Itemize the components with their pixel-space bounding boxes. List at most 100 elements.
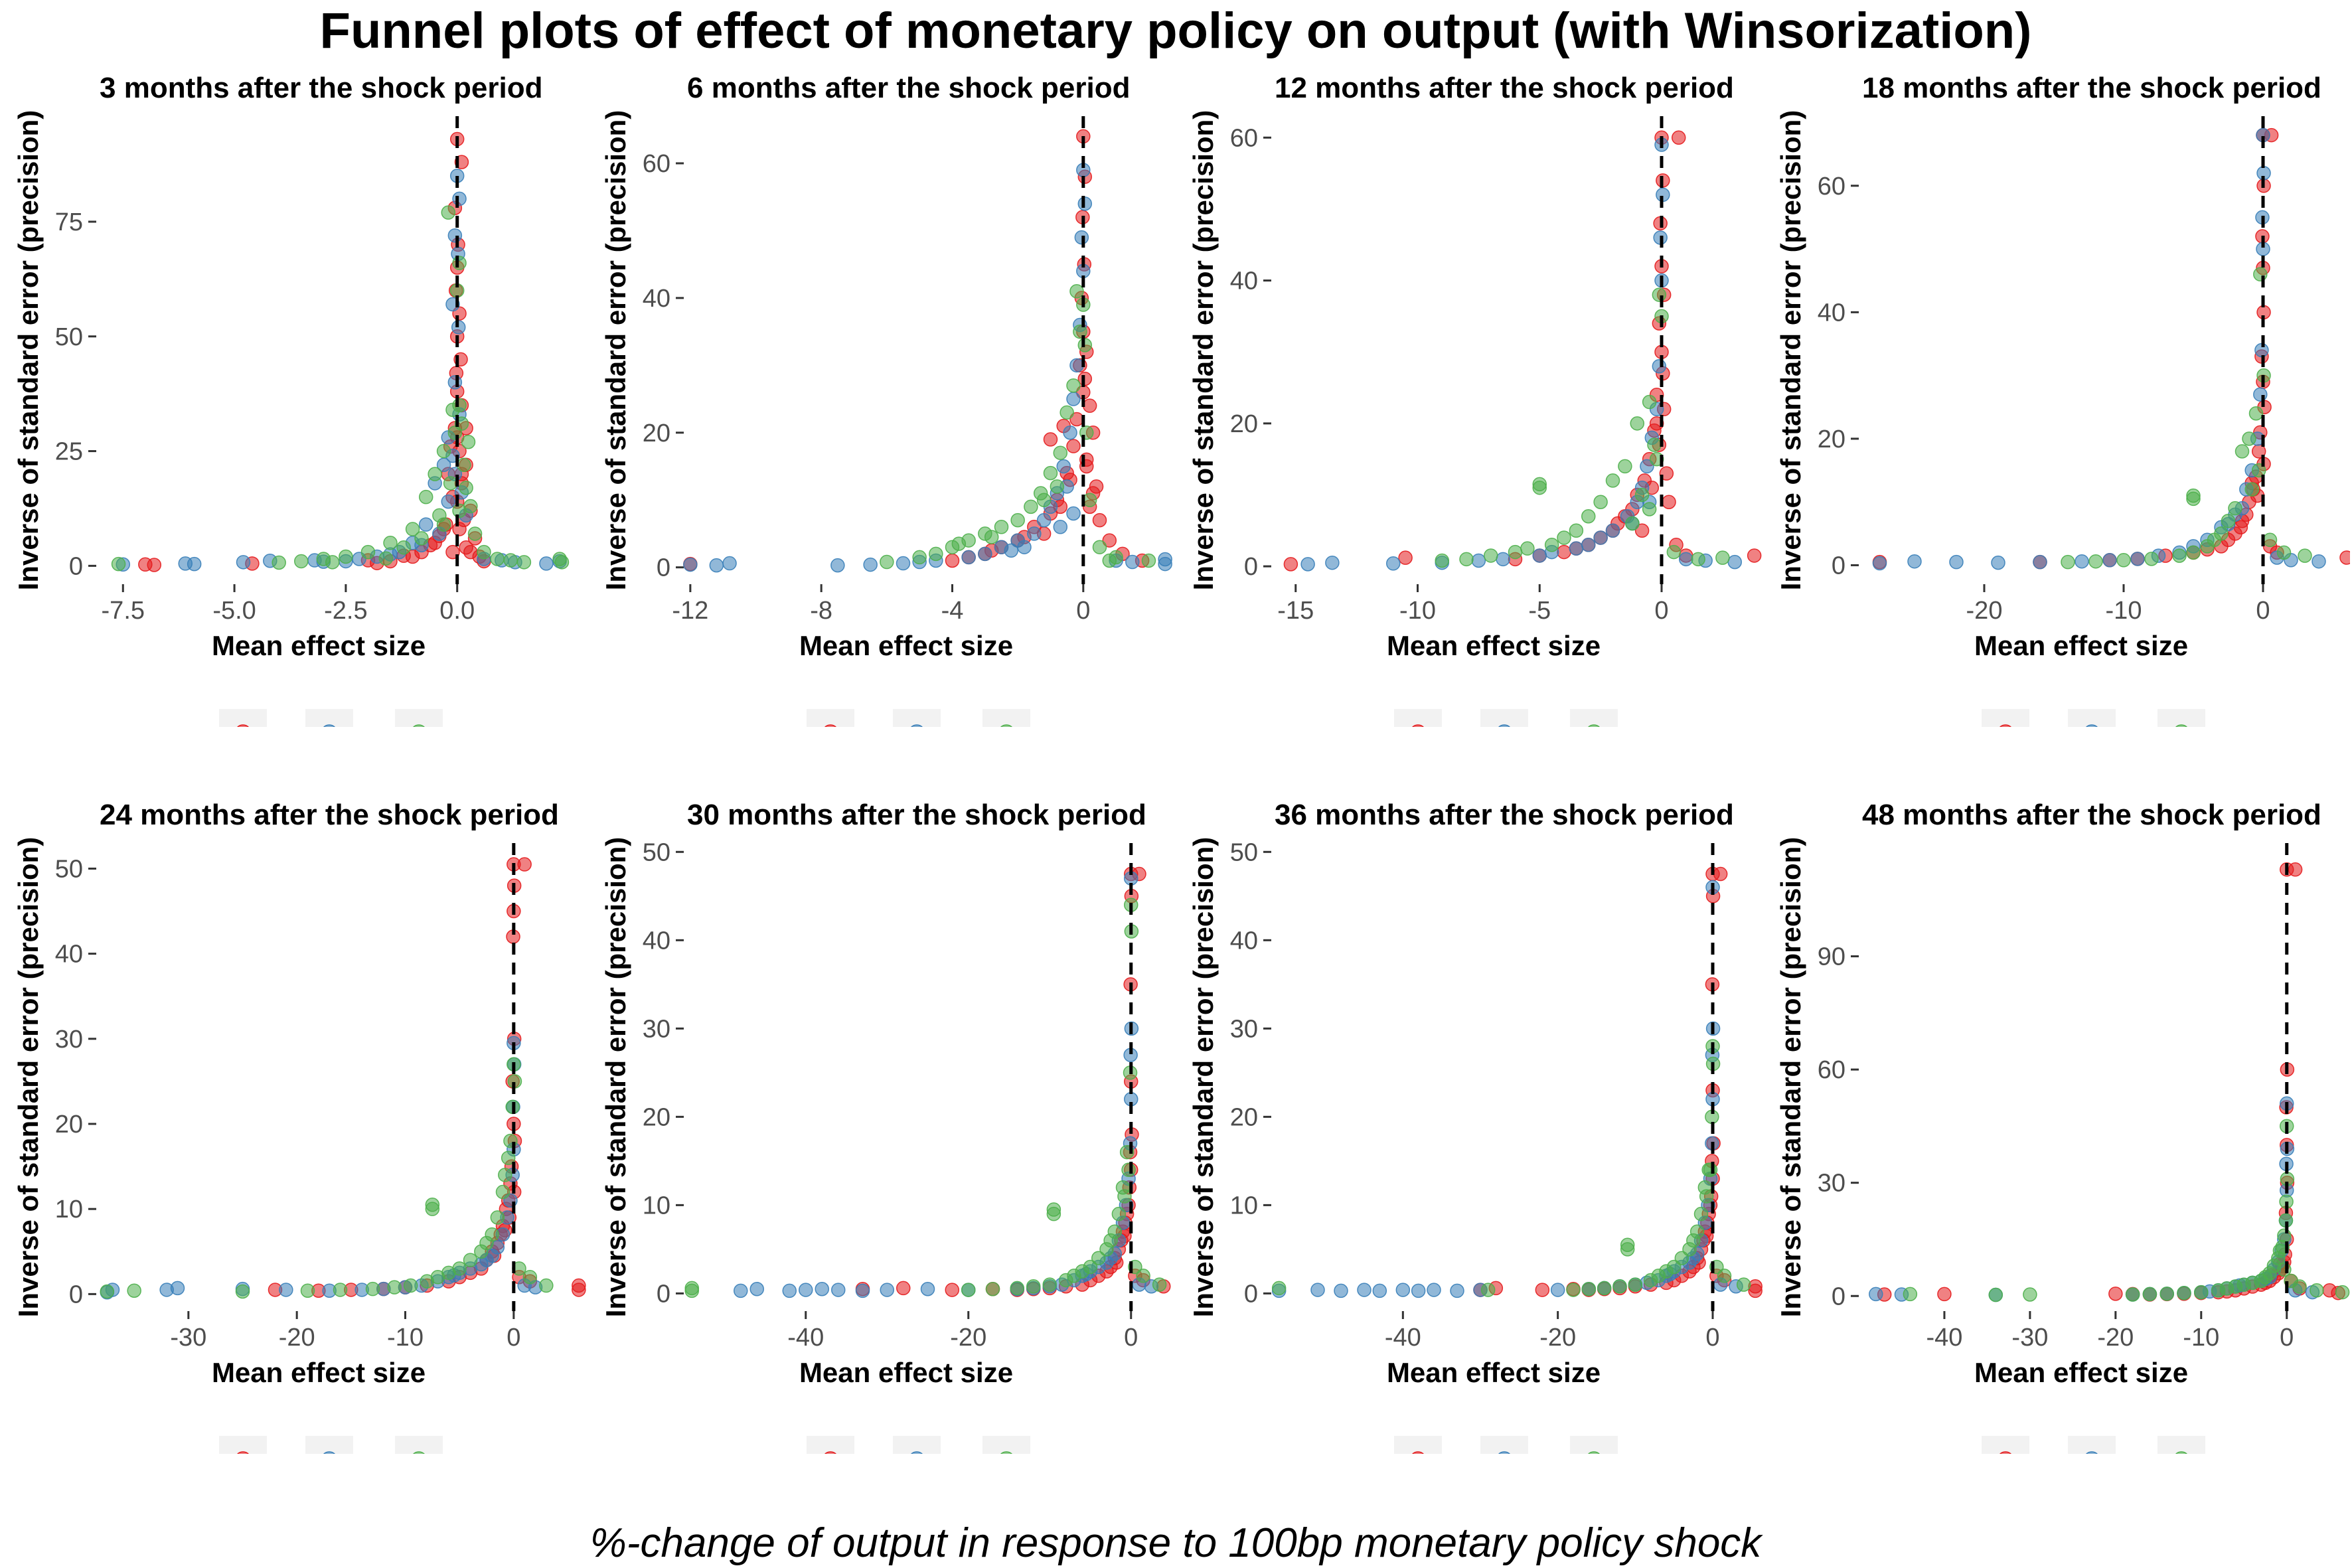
data-point-q	[2023, 1287, 2037, 1302]
data-point-m	[1158, 552, 1172, 567]
data-point-q	[2248, 406, 2264, 421]
data-point-q	[1643, 1273, 1658, 1288]
legend-swatch-m	[910, 724, 923, 727]
data-point-q	[2211, 1283, 2226, 1298]
legend-swatch-m	[2085, 1451, 2098, 1454]
data-point-q	[365, 1281, 380, 1296]
data-point-m	[1581, 538, 1596, 552]
data-point-m	[447, 228, 463, 243]
panel-content: 3 months after the shock period Inverse o…	[13, 72, 570, 727]
x-tick-label: 0	[1076, 597, 1090, 625]
data-point-q	[387, 1280, 402, 1294]
data-point-a	[1398, 550, 1413, 565]
data-point-q	[235, 1284, 250, 1299]
data-point-m	[1640, 459, 1654, 474]
legend-key-m	[2068, 709, 2116, 727]
data-point-q	[2159, 1287, 2174, 1301]
x-tick-label: -20	[2097, 1324, 2134, 1352]
legend-key-q	[1570, 1436, 1618, 1454]
data-point-q	[2194, 1285, 2209, 1300]
x-tick-label: 0	[507, 1324, 520, 1352]
figure-title: Funnel plots of effect of monetary polic…	[320, 3, 2032, 59]
data-point-m	[1310, 1283, 1325, 1297]
y-axis-label: Inverse of standard error (precision)	[1775, 110, 1806, 591]
data-point-q	[477, 544, 491, 560]
data-point-a	[1747, 548, 1762, 563]
y-axis-label: Inverse of standard error (precision)	[13, 110, 44, 591]
y-tick-label: 60	[1230, 124, 1258, 152]
data-point-m	[1036, 512, 1052, 528]
data-point-m	[1066, 392, 1081, 406]
data-point-q	[503, 553, 518, 568]
legend-key-q	[1570, 709, 1618, 727]
data-point-m	[2102, 553, 2117, 568]
data-point-q	[1581, 509, 1596, 524]
data-point-m	[722, 556, 737, 571]
data-point-q	[405, 522, 420, 536]
data-point-q	[961, 1283, 976, 1297]
data-point-m	[187, 556, 202, 572]
data-point-a	[1748, 1283, 1763, 1298]
data-point-q	[1141, 553, 1156, 568]
data-point-m	[1450, 1283, 1464, 1298]
data-point-q	[1152, 1277, 1167, 1292]
data-point-q	[1271, 1281, 1287, 1296]
data-point-q	[1059, 405, 1074, 420]
data-point-q	[1091, 1251, 1106, 1265]
legend-label-q: q	[1042, 1455, 1047, 1465]
data-point-q	[447, 426, 463, 440]
data-point-q	[452, 503, 467, 518]
data-point-m	[159, 1283, 174, 1297]
data-point-a	[896, 1281, 911, 1296]
y-tick-label: 20	[1818, 426, 1845, 453]
data-point-m	[2033, 554, 2047, 570]
y-tick-label: 40	[643, 285, 670, 313]
y-tick-label: 40	[55, 941, 83, 969]
x-tick-label: -12	[672, 597, 708, 625]
funnel-panel-8: 48 months after the shock period Inverse …	[1775, 799, 2350, 1465]
funnel-panel-2: 6 months after the shock period Inverse o…	[600, 72, 1172, 727]
y-tick-label: 30	[55, 1026, 83, 1054]
x-tick-label: 0	[2256, 597, 2270, 625]
data-point-q	[2177, 1285, 2191, 1300]
data-point-m	[1004, 543, 1019, 558]
legend-swatch-m	[1498, 724, 1511, 727]
data-point-q	[1652, 287, 1667, 302]
data-point-q	[2253, 267, 2268, 281]
data-point-q	[360, 544, 376, 560]
legend-label-a: a	[866, 1455, 872, 1465]
data-point-q	[2234, 444, 2250, 459]
x-tick-label: -10	[2106, 597, 2142, 625]
panel-title: 48 months after the shock period	[1862, 799, 2321, 831]
funnel-panel-7: 36 months after the shock period Inverse …	[1188, 799, 1763, 1465]
data-point-q	[1073, 324, 1087, 339]
data-point-q	[1043, 465, 1058, 481]
y-tick-label: 50	[55, 855, 83, 883]
data-point-q	[1628, 1277, 1643, 1292]
data-point-m	[1593, 530, 1608, 545]
x-tick-label: -5	[1528, 597, 1551, 625]
x-axis-label: Mean effect size	[1974, 1357, 2188, 1388]
data-point-a	[1557, 544, 1571, 560]
data-point-m	[418, 517, 433, 532]
data-point-m	[1066, 506, 1081, 521]
data-point-m	[961, 550, 976, 565]
data-point-q	[2221, 513, 2236, 528]
data-point-q	[1581, 1281, 1597, 1296]
x-tick-label: -40	[787, 1324, 824, 1352]
legend-label-m: m	[2127, 1455, 2134, 1465]
data-point-q	[1597, 1281, 1612, 1296]
data-point-q	[1593, 495, 1608, 509]
data-points	[111, 131, 570, 572]
data-point-m	[539, 556, 554, 571]
data-point-m	[1569, 541, 1584, 556]
data-point-q	[1647, 437, 1662, 452]
legend-label-q: q	[1630, 1455, 1634, 1465]
data-point-q	[441, 205, 456, 220]
data-point-m	[1334, 1283, 1348, 1298]
legend-key-m	[305, 1436, 353, 1454]
panel-title: 6 months after the shock period	[687, 72, 1130, 104]
data-point-m	[1372, 1283, 1387, 1298]
data-point-a	[517, 857, 532, 872]
data-point-m	[1325, 555, 1340, 570]
